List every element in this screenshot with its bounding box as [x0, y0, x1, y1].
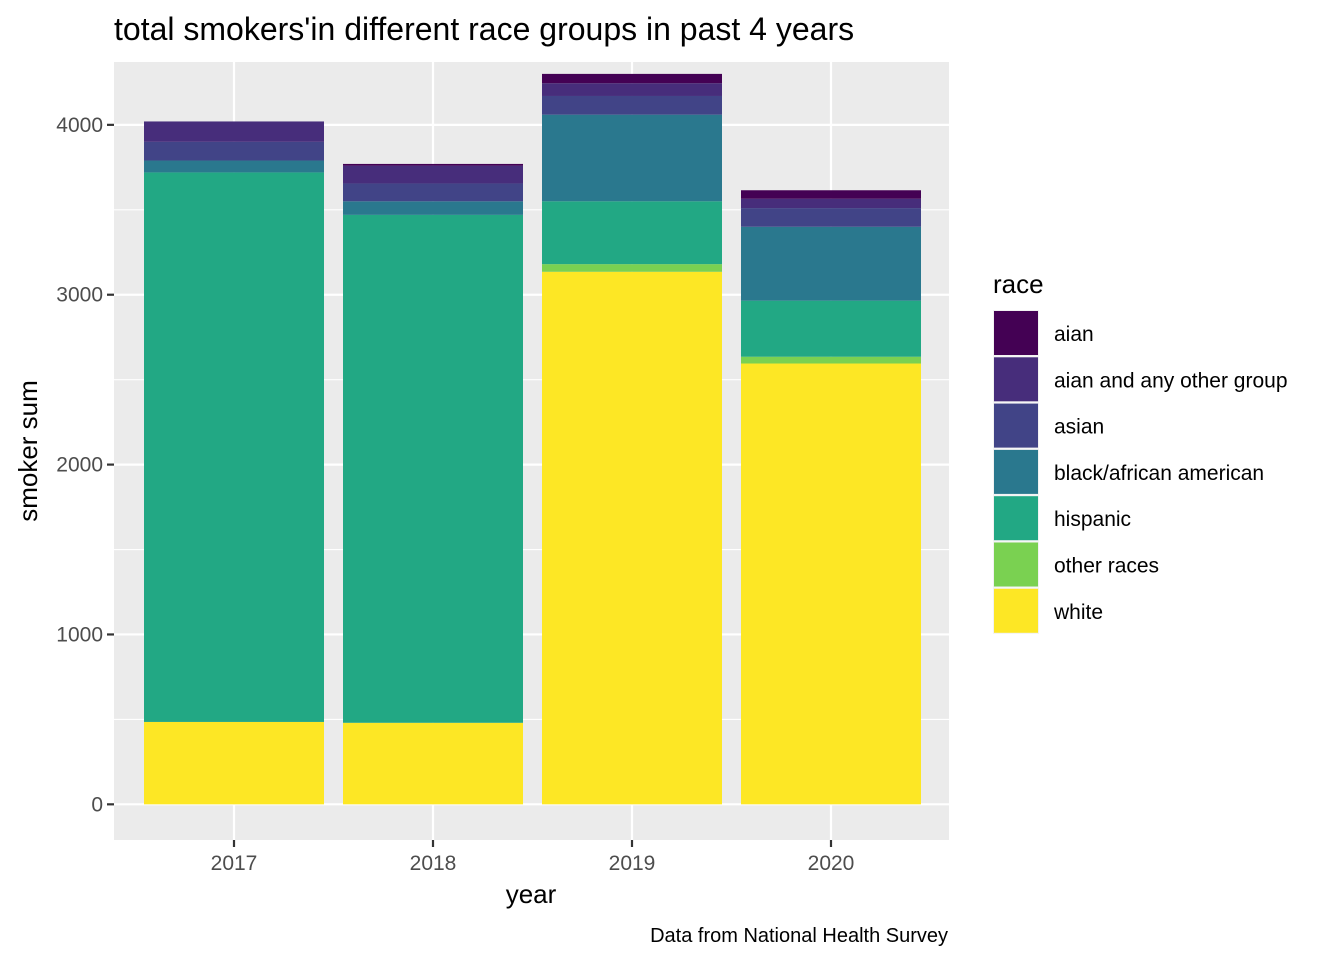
bar-segment [542, 73, 722, 84]
bar-segment [144, 172, 324, 722]
legend-title: race [993, 269, 1044, 299]
bar-segment [542, 271, 722, 805]
bar-segment [741, 198, 921, 209]
y-tick-label: 2000 [56, 454, 103, 477]
bar-segment [542, 264, 722, 272]
bar-segment [343, 722, 523, 805]
legend-label: aian [1054, 323, 1094, 346]
x-tick-label: 2018 [410, 852, 457, 875]
legend-label: asian [1054, 416, 1104, 439]
x-axis-title: year [506, 879, 557, 909]
legend: race aian aian and any other group asian bl… [993, 269, 1288, 634]
y-tick-label: 3000 [56, 284, 103, 307]
legend-swatch [994, 357, 1038, 402]
bars [144, 73, 921, 805]
bar-segment [343, 214, 523, 723]
legend-label: hispanic [1054, 508, 1131, 531]
chart-title: total smokers'in different race groups i… [114, 11, 854, 47]
legend-label: black/african american [1054, 462, 1264, 485]
x-tick-label: 2019 [609, 852, 656, 875]
bar-segment [343, 183, 523, 202]
legend-items: aian aian and any other group asian black/a… [993, 310, 1288, 634]
bar-segment [741, 226, 921, 301]
legend-swatch [994, 496, 1038, 541]
y-tick-label: 4000 [56, 114, 103, 137]
bar-segment [741, 208, 921, 227]
bar-segment [542, 83, 722, 96]
bar-segment [741, 190, 921, 199]
legend-swatch [994, 403, 1038, 448]
bar-segment [741, 356, 921, 364]
bar-segment [542, 95, 722, 115]
y-tick-label: 1000 [56, 623, 103, 646]
bar-segment [542, 201, 722, 265]
legend-label: aian and any other group [1054, 369, 1288, 392]
y-axis: 0 1000 2000 3000 4000 [56, 114, 114, 816]
legend-swatch [994, 449, 1038, 494]
legend-swatch [994, 542, 1038, 587]
bar-segment [343, 201, 523, 215]
legend-label: white [1053, 601, 1103, 624]
x-tick-label: 2020 [808, 852, 855, 875]
y-tick-label: 0 [91, 793, 103, 816]
bar-segment [144, 160, 324, 173]
chart-caption: Data from National Health Survey [650, 925, 948, 947]
legend-swatch [994, 588, 1038, 633]
y-axis-title: smoker sum [13, 380, 43, 522]
bar-segment [343, 163, 523, 166]
bar-segment [741, 300, 921, 357]
bar-segment [144, 721, 324, 805]
legend-swatch [994, 311, 1038, 355]
bar-segment [144, 141, 324, 161]
x-axis: 2017 2018 2019 2020 [211, 840, 855, 875]
legend-label: other races [1054, 555, 1159, 578]
x-tick-label: 2017 [211, 852, 258, 875]
bar-segment [741, 363, 921, 805]
bar-segment [144, 121, 324, 142]
bar-segment [542, 114, 722, 202]
bar-segment [343, 165, 523, 184]
